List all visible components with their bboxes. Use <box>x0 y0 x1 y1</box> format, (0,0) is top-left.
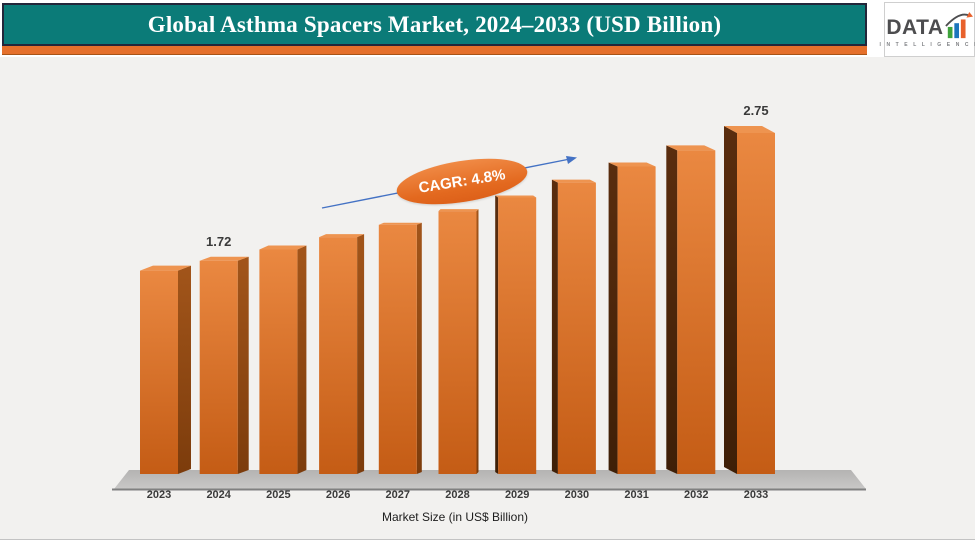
x-tick-label-2025: 2025 <box>266 489 291 501</box>
bar-side-2028 <box>476 209 479 474</box>
trend-arrow-head <box>566 156 577 164</box>
bar-top-2032 <box>666 145 716 151</box>
chart-title: Global Asthma Spacers Market, 2024–2033 … <box>147 11 722 37</box>
bar-top-2023 <box>140 265 191 271</box>
bar-side-2032 <box>666 145 678 475</box>
bar-side-2026 <box>357 234 365 474</box>
bar-front-2033 <box>737 133 775 474</box>
bar-front-2028 <box>438 211 477 474</box>
logo-row: DATA <box>886 11 973 41</box>
x-tick-label-2024: 2024 <box>206 489 231 501</box>
bar-chart-arrow-icon <box>944 12 973 39</box>
bar-side-2023 <box>178 265 191 474</box>
bar-top-2027 <box>378 222 422 225</box>
bar-side-2029 <box>495 195 499 475</box>
cagr-label: CAGR: 4.8% <box>417 166 507 197</box>
bar-top-2026 <box>319 234 365 238</box>
bar-front-2029 <box>498 197 537 475</box>
x-tick-label-2027: 2027 <box>385 489 411 501</box>
bar-front-2025 <box>259 249 298 474</box>
value-label-2033: 2.75 <box>743 103 769 118</box>
datam-intelligence-logo: DATA I N T E L L I G E N C E <box>879 2 975 57</box>
bar-top-2033 <box>724 126 775 133</box>
bar-top-2030 <box>551 179 596 183</box>
header-accent-stripe <box>2 46 867 55</box>
bar-side-2031 <box>608 162 618 475</box>
chart-floor <box>114 470 866 489</box>
x-axis-title: Market Size (in US$ Billion) <box>381 510 529 524</box>
header-bar: Global Asthma Spacers Market, 2024–2033 … <box>2 3 867 46</box>
x-tick-label-2030: 2030 <box>564 489 590 501</box>
bar-top-2024 <box>199 256 249 261</box>
logo-subtitle: I N T E L L I G E N C E <box>879 42 975 48</box>
bar-top-2031 <box>608 162 656 167</box>
x-tick-label-2028: 2028 <box>445 489 470 501</box>
bar-side-2030 <box>551 179 558 474</box>
bottom-divider <box>0 539 975 540</box>
x-tick-label-2033: 2033 <box>743 489 769 501</box>
x-tick-label-2029: 2029 <box>504 489 530 501</box>
value-label-2024: 1.72 <box>206 233 232 249</box>
bar-side-2025 <box>297 245 307 474</box>
x-tick-label-2031: 2031 <box>624 489 649 501</box>
bar-front-2032 <box>677 150 716 475</box>
bar-side-2027 <box>416 222 422 474</box>
bar-top-2025 <box>259 245 307 250</box>
logo-word: DATA <box>886 16 944 39</box>
bar-front-2024 <box>199 260 238 474</box>
bar-top-2029 <box>495 195 537 198</box>
bar-front-2026 <box>319 237 358 474</box>
x-tick-label-2032: 2032 <box>684 489 709 501</box>
bar-front-2031 <box>617 166 656 475</box>
x-tick-label-2023: 2023 <box>146 489 172 501</box>
bar-front-2027 <box>378 224 417 474</box>
x-tick-label-2026: 2026 <box>325 489 351 501</box>
bar-front-2023 <box>140 270 178 474</box>
bar-side-2024 <box>237 256 249 474</box>
bar-side-2033 <box>724 126 737 474</box>
bar-top-2028 <box>438 209 479 212</box>
bar-front-2030 <box>557 182 596 474</box>
